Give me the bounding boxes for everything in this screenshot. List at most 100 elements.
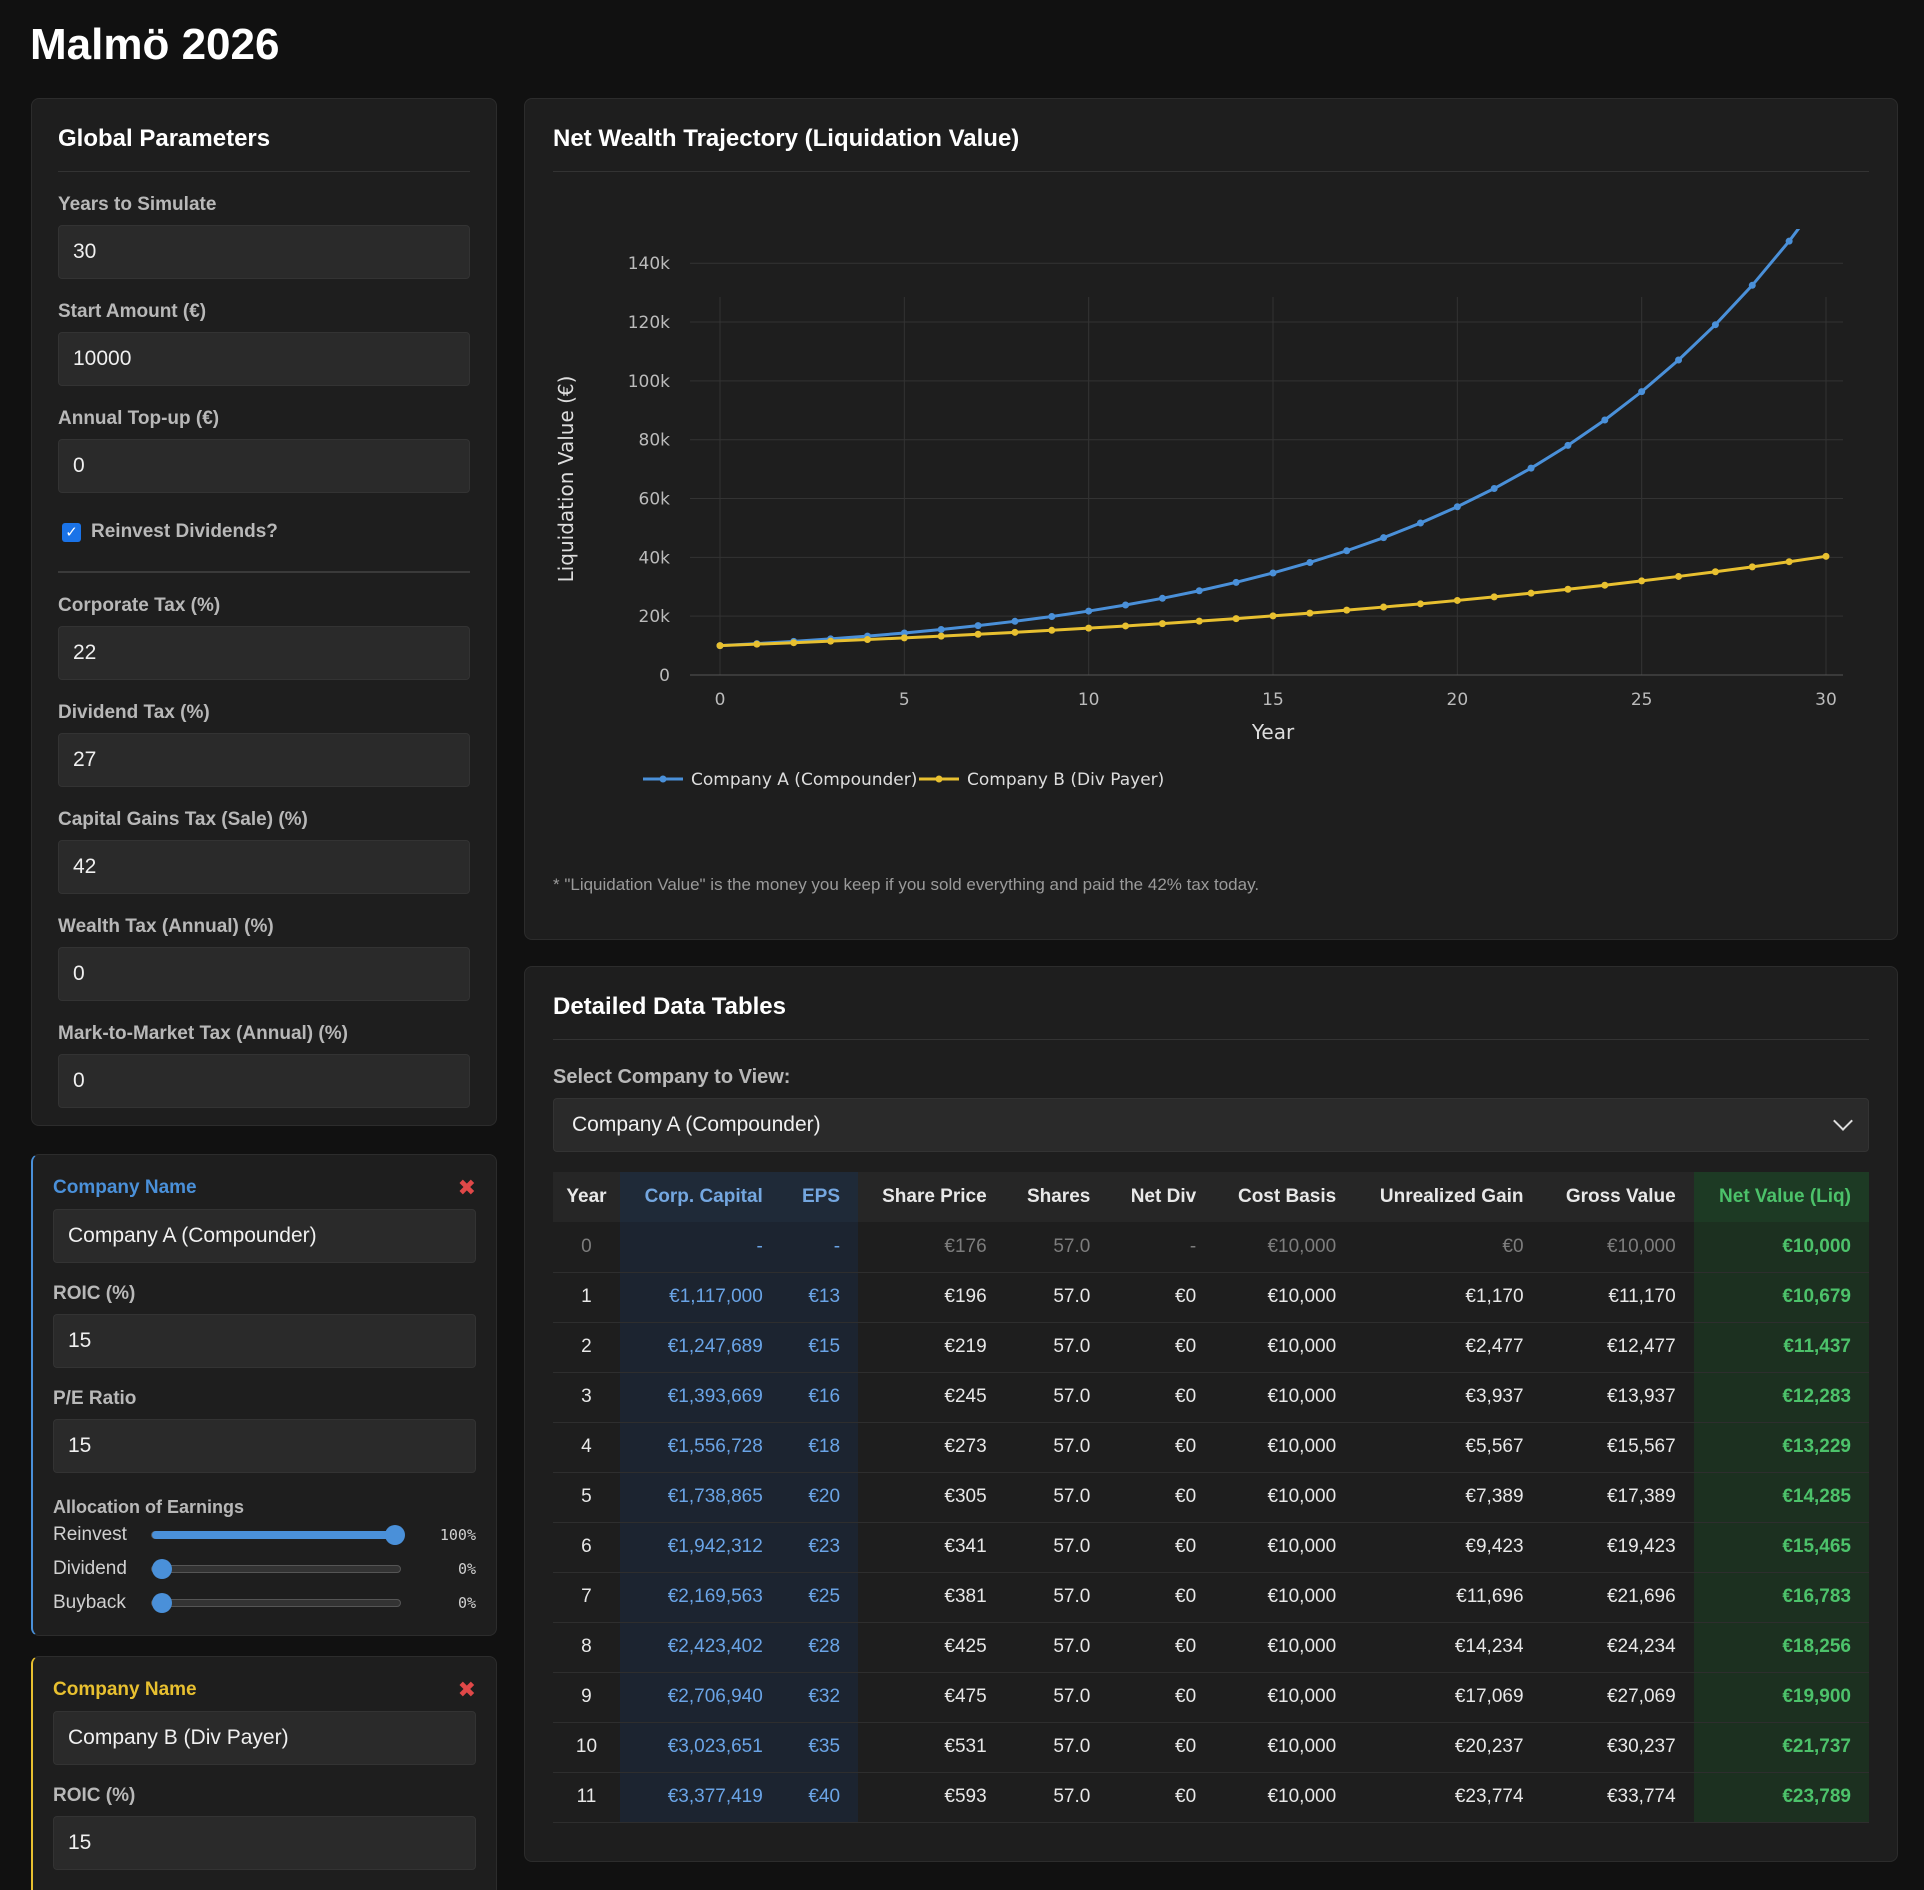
reinvest-slider-thumb[interactable] (385, 1525, 406, 1545)
cell-shares: 57.0 (1004, 1772, 1109, 1823)
remove-company-a-close-icon[interactable]: ✖ (457, 1175, 476, 1200)
cell-eps: €23 (780, 1522, 859, 1573)
company-b-roic-label: ROIC (%) (53, 1785, 136, 1806)
cell-net-div: €0 (1108, 1672, 1215, 1723)
data-point (1306, 609, 1314, 617)
cell-year: 8 (553, 1622, 620, 1673)
data-point (1711, 568, 1719, 576)
data-point (1380, 534, 1388, 542)
start-amount-input[interactable]: 10000 (58, 332, 470, 386)
buyback-slider-thumb[interactable] (151, 1593, 172, 1613)
reinvest-dividends-row: ✓ Reinvest Dividends? (58, 521, 470, 573)
data-point (1711, 321, 1719, 329)
data-point (1453, 596, 1461, 604)
company-select[interactable]: Company A (Compounder) (553, 1098, 1869, 1152)
mark-to-market-tax-input[interactable]: 0 (58, 1054, 470, 1108)
cell-unrealized-gain: €3,937 (1354, 1372, 1542, 1423)
data-point (1232, 615, 1240, 623)
data-point (1601, 581, 1609, 589)
capital-gains-tax-input[interactable]: 42 (58, 840, 470, 894)
reinvest-slider-label: Reinvest (53, 1524, 127, 1545)
cell-year: 7 (553, 1572, 620, 1623)
cell-eps: €15 (780, 1322, 859, 1373)
cell-gross-value: €21,696 (1541, 1572, 1694, 1623)
data-point (1269, 569, 1277, 577)
data-point (1158, 620, 1166, 628)
data-point (1343, 606, 1351, 614)
cell-year: 5 (553, 1472, 620, 1523)
reinvest-slider-value: 100% (439, 1526, 476, 1544)
x-axis-label: Year (1251, 720, 1295, 744)
data-point (1453, 503, 1461, 511)
cell-eps: €16 (780, 1372, 859, 1423)
buyback-slider[interactable] (151, 1593, 401, 1613)
company-a-pe-label: P/E Ratio (53, 1388, 137, 1409)
dividend-slider[interactable] (151, 1559, 401, 1579)
company-a-name-input[interactable]: Company A (Compounder) (53, 1209, 476, 1263)
cell-gross-value: €24,234 (1541, 1622, 1694, 1673)
x-tick-label: 10 (1078, 690, 1100, 710)
cell-eps: €40 (780, 1772, 859, 1823)
cell-gross-value: €27,069 (1541, 1672, 1694, 1723)
cell-unrealized-gain: €9,423 (1354, 1522, 1542, 1573)
data-point (1343, 547, 1351, 555)
page-title: Malmö 2026 (30, 20, 280, 69)
global-parameters-title: Global Parameters (58, 125, 470, 172)
company-b-roic-input[interactable]: 15 (53, 1816, 476, 1870)
data-point (1675, 356, 1683, 364)
reinvest-slider[interactable] (151, 1525, 406, 1545)
wealth-tax-input[interactable]: 0 (58, 947, 470, 1001)
cell-shares: 57.0 (1004, 1722, 1109, 1773)
cell-gross-value: €19,423 (1541, 1522, 1694, 1573)
cell-share-price: €341 (858, 1522, 1005, 1573)
cell-net-value: €15,465 (1693, 1522, 1869, 1573)
y-tick-label: 80k (639, 431, 671, 451)
annual-topup-input[interactable]: 0 (58, 439, 470, 493)
dividend-tax-label: Dividend Tax (%) (58, 702, 210, 723)
cell-share-price: €593 (858, 1772, 1005, 1823)
company-b-card: Company Name ✖ Company B (Div Payer) ROI… (31, 1656, 497, 1890)
cell-unrealized-gain: €5,567 (1354, 1422, 1542, 1473)
table-row: 5 €1,738,865 €20 €305 57.0 €0 €10,000 €7,389 €17… (553, 1472, 1869, 1523)
cell-eps: €28 (780, 1622, 859, 1673)
remove-company-b-close-icon[interactable]: ✖ (457, 1677, 476, 1702)
reinvest-dividends-checkbox[interactable]: ✓ (62, 522, 81, 542)
cell-net-div: €0 (1108, 1422, 1215, 1473)
cell-eps: - (780, 1222, 859, 1273)
cell-net-div: €0 (1108, 1322, 1215, 1373)
table-row: 3 €1,393,669 €16 €245 57.0 €0 €10,000 €3,937 €13… (553, 1372, 1869, 1423)
data-point (1122, 622, 1130, 630)
years-input[interactable]: 30 (58, 225, 470, 279)
table-scroll-area[interactable]: Year Corp. Capital EPS Share Price Shares Net… (553, 1172, 1869, 1840)
dividend-tax-input[interactable]: 27 (58, 733, 470, 787)
legend-entry: Company A (Compounder) (691, 770, 917, 790)
cell-net-value: €18,256 (1693, 1622, 1869, 1673)
table-row: 0- - €176 57.0- €10,000 €0 €10,000 €10,000 (553, 1222, 1869, 1273)
company-a-pe-input[interactable]: 15 (53, 1419, 476, 1473)
data-point (1785, 558, 1793, 566)
cell-net-value: €21,737 (1693, 1722, 1869, 1773)
cell-shares: 57.0 (1004, 1272, 1109, 1323)
dividend-slider-thumb[interactable] (151, 1559, 172, 1579)
chart-title: Net Wealth Trajectory (Liquidation Value… (553, 125, 1869, 172)
header-unrealized-gain: Unrealized Gain (1354, 1172, 1542, 1222)
cell-net-value: €11,437 (1693, 1322, 1869, 1373)
chart-note: * "Liquidation Value" is the money you k… (553, 875, 1260, 894)
data-point (863, 636, 871, 644)
cell-net-div: €0 (1108, 1772, 1215, 1823)
data-point (1306, 558, 1314, 566)
cell-gross-value: €12,477 (1541, 1322, 1694, 1373)
cell-cost-basis: €10,000 (1214, 1572, 1355, 1623)
company-b-name-input[interactable]: Company B (Div Payer) (53, 1711, 476, 1765)
company-a-roic-input[interactable]: 15 (53, 1314, 476, 1368)
cell-corp-capital: €1,393,669 (619, 1372, 781, 1423)
cell-share-price: €273 (858, 1422, 1005, 1473)
cell-cost-basis: €10,000 (1214, 1322, 1355, 1373)
data-point (1527, 464, 1535, 472)
cell-shares: 57.0 (1004, 1472, 1109, 1523)
data-point (1490, 485, 1498, 493)
data-point (900, 629, 908, 637)
corporate-tax-input[interactable]: 22 (58, 626, 470, 680)
cell-corp-capital: €1,117,000 (619, 1272, 781, 1323)
cell-net-div: €0 (1108, 1472, 1215, 1523)
